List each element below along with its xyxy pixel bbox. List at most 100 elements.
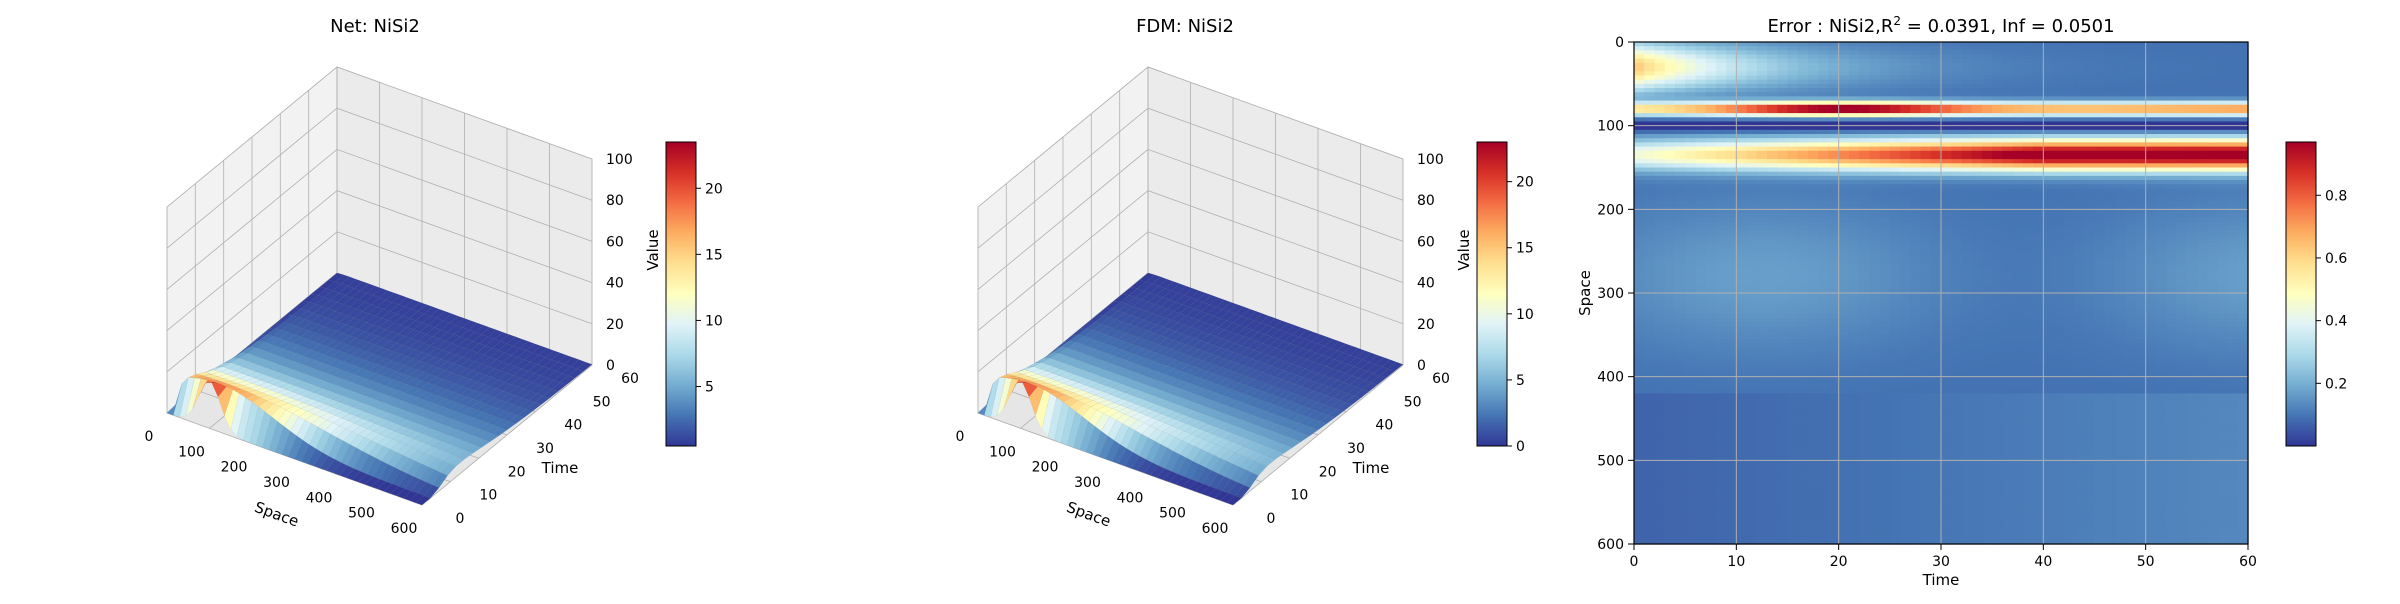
heatmap-cell xyxy=(1675,239,1686,244)
heatmap-cell xyxy=(2238,209,2249,214)
heatmap-cell xyxy=(2156,197,2167,202)
heatmap-cell xyxy=(1900,193,1911,198)
heatmap-cell xyxy=(2115,155,2126,160)
heatmap-cell xyxy=(1951,176,1962,181)
heatmap-cell xyxy=(1880,46,1891,51)
heatmap-cell xyxy=(1798,67,1809,72)
heatmap-cell xyxy=(2238,243,2249,248)
heatmap-cell xyxy=(1859,155,1870,160)
heatmap-cell xyxy=(1777,172,1788,177)
heatmap-cell xyxy=(2207,138,2218,143)
heatmap-cell xyxy=(1747,151,1758,156)
heatmap-cell xyxy=(2166,105,2177,110)
heatmap-cell xyxy=(1900,113,1911,118)
heatmap-cell xyxy=(2064,184,2075,189)
heatmap-cell xyxy=(2125,159,2136,164)
heatmap-cell xyxy=(2197,59,2208,64)
heatmap-cell xyxy=(2023,75,2034,80)
heatmap-cell xyxy=(2176,134,2187,139)
heatmap-cell xyxy=(1921,142,1932,147)
heatmap-cell xyxy=(1654,80,1665,85)
heatmap-cell xyxy=(1777,130,1788,135)
heatmap-cell xyxy=(1941,264,1952,269)
heatmap-cell xyxy=(1777,226,1788,231)
heatmap-cell xyxy=(2176,75,2187,80)
heatmap-cell xyxy=(1695,126,1706,131)
heatmap-cell xyxy=(2135,113,2146,118)
heatmap-cell xyxy=(1695,226,1706,231)
heatmap-cell xyxy=(1757,50,1768,55)
heatmap-cell xyxy=(1992,222,2003,227)
heatmap-cell xyxy=(2197,101,2208,106)
heatmap-cell xyxy=(2156,42,2167,47)
heatmap-cell xyxy=(1644,201,1655,206)
heatmap-cell xyxy=(1849,138,1860,143)
heatmap-cell xyxy=(1777,42,1788,47)
heatmap-cell xyxy=(1798,105,1809,110)
heatmap-cell xyxy=(2197,75,2208,80)
heatmap-cell xyxy=(1818,226,1829,231)
heatmap-cell xyxy=(2023,113,2034,118)
heatmap-cell xyxy=(2074,172,2085,177)
heatmap-cell xyxy=(1859,172,1870,177)
heatmap-cell xyxy=(2002,88,2013,93)
heatmap-cell xyxy=(1900,96,1911,101)
heatmap-cell xyxy=(2043,176,2054,181)
heatmap-cell xyxy=(1685,230,1696,235)
heatmap-cell xyxy=(1910,71,1921,76)
heatmap-cell xyxy=(1767,201,1778,206)
heatmap-cell xyxy=(1941,113,1952,118)
heatmap-cell xyxy=(1839,268,1850,273)
heatmap-cell xyxy=(1849,239,1860,244)
heatmap-cell xyxy=(2176,142,2187,147)
heatmap-cell xyxy=(2228,59,2239,64)
heatmap-cell xyxy=(2156,234,2167,239)
heatmap-cell xyxy=(1777,155,1788,160)
heatmap-cell xyxy=(1665,126,1676,131)
heatmap-cell xyxy=(2197,80,2208,85)
heatmap-cell xyxy=(2054,142,2065,147)
y-axis-label: Time xyxy=(541,459,579,477)
heatmap-cell xyxy=(1757,67,1768,72)
heatmap-cell xyxy=(1910,264,1921,269)
heatmap-cell xyxy=(1982,255,1993,260)
heatmap-cell xyxy=(1941,180,1952,185)
heatmap-cell xyxy=(1859,55,1870,60)
heatmap-cell xyxy=(1757,105,1768,110)
heatmap-cell xyxy=(1798,42,1809,47)
heatmap-cell xyxy=(1777,50,1788,55)
heatmap-cell xyxy=(1706,222,1717,227)
heatmap-cell xyxy=(2135,201,2146,206)
heatmap-cell xyxy=(1706,180,1717,185)
heatmap-cell xyxy=(1665,105,1676,110)
heatmap-cell xyxy=(2023,243,2034,248)
heatmap-cell xyxy=(1941,172,1952,177)
heatmap-cell xyxy=(2084,142,2095,147)
heatmap-cell xyxy=(1859,88,1870,93)
heatmap-cell xyxy=(2187,247,2198,252)
heatmap-cell xyxy=(1757,193,1768,198)
heatmap-cell xyxy=(1859,239,1870,244)
heatmap-cell xyxy=(1869,138,1880,143)
heatmap-cell xyxy=(1818,255,1829,260)
heatmap-cell xyxy=(1941,255,1952,260)
heatmap-cell xyxy=(1685,251,1696,256)
heatmap-cell xyxy=(1921,117,1932,122)
heatmap-cell xyxy=(1859,105,1870,110)
heatmap-cell xyxy=(1685,50,1696,55)
heatmap-cell xyxy=(2074,239,2085,244)
heatmap-cell xyxy=(1757,260,1768,265)
heatmap-cell xyxy=(1685,151,1696,156)
heatmap-cell xyxy=(1634,260,1645,265)
heatmap-cell xyxy=(2146,134,2157,139)
heatmap-cell xyxy=(2156,247,2167,252)
heatmap-cell xyxy=(1931,96,1942,101)
heatmap-cell xyxy=(2013,239,2024,244)
heatmap-cell xyxy=(1931,209,1942,214)
heatmap-cell xyxy=(1982,126,1993,131)
heatmap-cell xyxy=(2125,209,2136,214)
heatmap-cell xyxy=(2135,59,2146,64)
heatmap-cell xyxy=(1921,260,1932,265)
heatmap-cell xyxy=(2238,117,2249,122)
heatmap-cell xyxy=(2023,188,2034,193)
